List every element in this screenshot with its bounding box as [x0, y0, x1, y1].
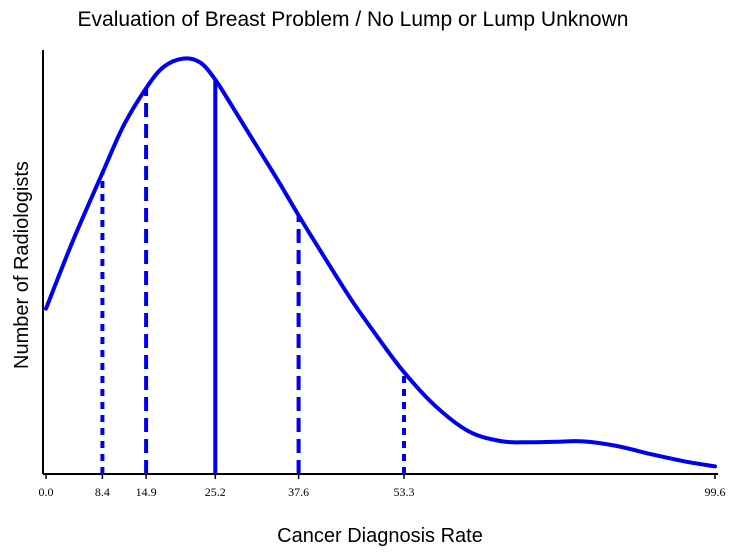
- x-axis-label: Cancer Diagnosis Rate: [277, 525, 483, 547]
- x-tick-label-99-6: 99.6: [705, 485, 726, 499]
- x-tick-label-25-2: 25.2: [205, 485, 226, 499]
- percentile-lines: [100, 79, 406, 474]
- chart-title: Evaluation of Breast Problem / No Lump o…: [78, 8, 629, 31]
- y-axis-label: Number of Radiologists: [11, 161, 33, 369]
- x-tick-label-37-6: 37.6: [288, 485, 309, 499]
- x-tick-label-8-4: 8.4: [95, 485, 110, 499]
- x-tick-label-53-3: 53.3: [394, 485, 415, 499]
- x-tick-label-14-9: 14.9: [136, 485, 157, 499]
- density-curve: [44, 56, 717, 469]
- x-tick-label-0-0: 0.0: [39, 485, 54, 499]
- x-ticks: [45, 474, 716, 479]
- x-tick-labels: 0.0 8.4 14.9 25.2 37.6 53.3 99.6: [39, 485, 726, 499]
